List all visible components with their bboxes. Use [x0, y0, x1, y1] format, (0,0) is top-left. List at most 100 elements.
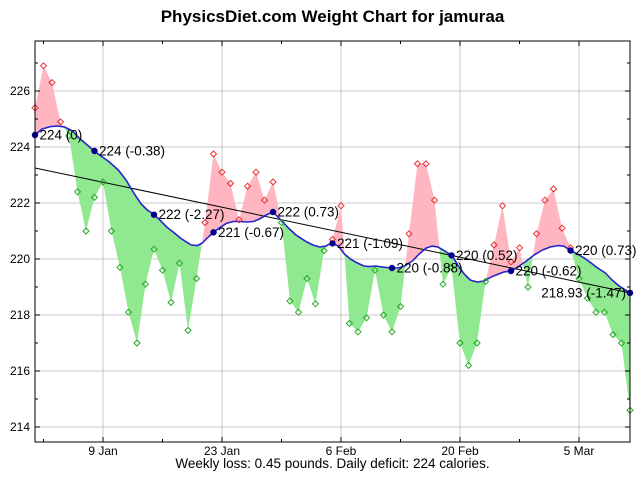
daily-weight-marker	[345, 319, 354, 328]
daily-weight-marker	[175, 259, 184, 267]
daily-weight-marker	[65, 132, 73, 140]
x-axis-tick-label: 5 Mar	[564, 444, 595, 458]
daily-weight-marker	[396, 302, 405, 311]
daily-weight-marker	[150, 245, 158, 253]
daily-weight-marker	[456, 339, 464, 347]
above-trend-fill-region	[533, 189, 572, 256]
weekly-point-dot	[448, 252, 455, 259]
daily-weight-marker	[507, 258, 515, 266]
daily-weight-marker	[524, 283, 532, 291]
trend-line	[34, 167, 631, 294]
daily-weight-marker	[362, 314, 371, 322]
weekly-point-label: 220 (-0.88)	[397, 261, 463, 276]
daily-weight-marker	[73, 188, 82, 196]
daily-weight-marker	[473, 339, 481, 347]
daily-weight-marker	[48, 78, 56, 87]
daily-weight-marker	[201, 218, 209, 227]
x-axis-tick-label: 23 Jan	[204, 444, 240, 458]
daily-weight-marker	[124, 308, 133, 316]
daily-weight-marker	[243, 182, 252, 190]
y-axis-tick-label: 222	[10, 196, 30, 210]
daily-weight-marker	[532, 230, 541, 238]
daily-weight-marker	[320, 246, 328, 255]
daily-weight-marker	[116, 263, 124, 272]
daily-weight-marker	[286, 297, 294, 305]
daily-weight-marker	[99, 178, 107, 186]
daily-weight-marker	[209, 150, 218, 158]
x-axis-tick-label: 20 Feb	[441, 444, 479, 458]
plot-frame	[34, 40, 631, 443]
daily-weight-marker	[447, 263, 456, 272]
daily-weight-marker	[303, 274, 311, 283]
daily-weight-marker	[56, 118, 65, 126]
daily-weight-marker	[107, 227, 116, 235]
above-trend-fill-region	[405, 163, 440, 266]
weekly-point-label: 222 (-2.27)	[159, 207, 225, 222]
weekly-point-label: 220 (0.73)	[575, 243, 637, 258]
weekly-point-dot	[567, 247, 574, 254]
daily-weight-marker	[481, 277, 490, 286]
daily-weight-marker	[260, 196, 269, 204]
daily-weight-marker	[371, 266, 379, 274]
daily-weight-marker	[609, 330, 617, 339]
x-axis-tick-label: 6 Feb	[326, 444, 357, 458]
daily-weight-marker	[515, 244, 524, 252]
daily-weight-marker	[218, 168, 226, 176]
weekly-point-label: 222 (0.73)	[278, 205, 340, 220]
daily-weight-marker	[354, 328, 362, 336]
y-axis-tick-label: 220	[10, 252, 30, 266]
weekly-point-label: 220 (0.52)	[456, 248, 518, 263]
daily-weight-marker	[498, 202, 507, 210]
daily-weight-marker	[592, 308, 600, 316]
daily-weight-marker	[277, 218, 286, 227]
weekly-point-dot	[269, 208, 277, 216]
daily-weight-marker	[405, 230, 413, 238]
daily-weight-marker	[133, 339, 141, 347]
daily-weight-marker	[558, 224, 566, 232]
y-axis-tick-label: 224	[10, 140, 30, 154]
y-axis-tick-label: 214	[10, 420, 30, 434]
daily-weight-marker	[226, 179, 235, 188]
daily-weight-marker	[413, 160, 422, 168]
weekly-point-label: 224 (-0.38)	[99, 144, 165, 159]
below-trend-fill-region	[281, 220, 329, 313]
weekly-point-dot	[507, 267, 515, 275]
daily-weight-marker	[39, 62, 48, 70]
daily-weight-marker	[235, 216, 243, 224]
daily-weight-marker	[430, 196, 439, 204]
weekly-point-label: 224 (0)	[40, 128, 83, 143]
daily-weight-marker	[541, 196, 549, 204]
below-trend-fill-region	[344, 254, 406, 332]
daily-weight-marker	[90, 193, 99, 202]
below-trend-fill-region	[63, 126, 202, 344]
daily-weight-marker	[294, 308, 303, 316]
daily-weight-marker	[269, 178, 277, 186]
weekly-point-label: 221 (-0.67)	[218, 225, 284, 240]
weekly-point-dot	[150, 211, 158, 218]
daily-weight-marker	[600, 308, 609, 316]
y-axis-tick-label: 226	[10, 84, 30, 98]
daily-weight-marker	[464, 361, 473, 370]
daily-weight-marker	[575, 274, 583, 283]
daily-weight-marker	[252, 168, 260, 176]
chart-title: PhysicsDiet.com Weight Chart for jamuraa	[160, 7, 505, 26]
x-axis-tick-label: 9 Jan	[88, 444, 117, 458]
daily-weight-marker	[311, 300, 320, 308]
daily-weight-marker	[379, 311, 388, 319]
daily-weight-marker	[337, 202, 345, 210]
above-trend-fill-region	[35, 65, 64, 135]
daily-weight-marker	[167, 298, 175, 307]
daily-weight-marker	[617, 339, 626, 347]
above-trend-fill-region	[201, 154, 281, 244]
daily-weight-marker	[82, 227, 90, 235]
daily-weight-marker	[490, 241, 498, 249]
weekly-point-label: 221 (-1.09)	[337, 236, 403, 251]
daily-weight-marker	[549, 185, 558, 193]
weekly-point-dot	[210, 229, 217, 236]
weekly-point-dot	[329, 240, 336, 247]
daily-weight-marker	[184, 326, 192, 335]
weekly-point-label: 220 (-0.62)	[516, 264, 582, 279]
weekly-point-dot	[91, 147, 98, 155]
